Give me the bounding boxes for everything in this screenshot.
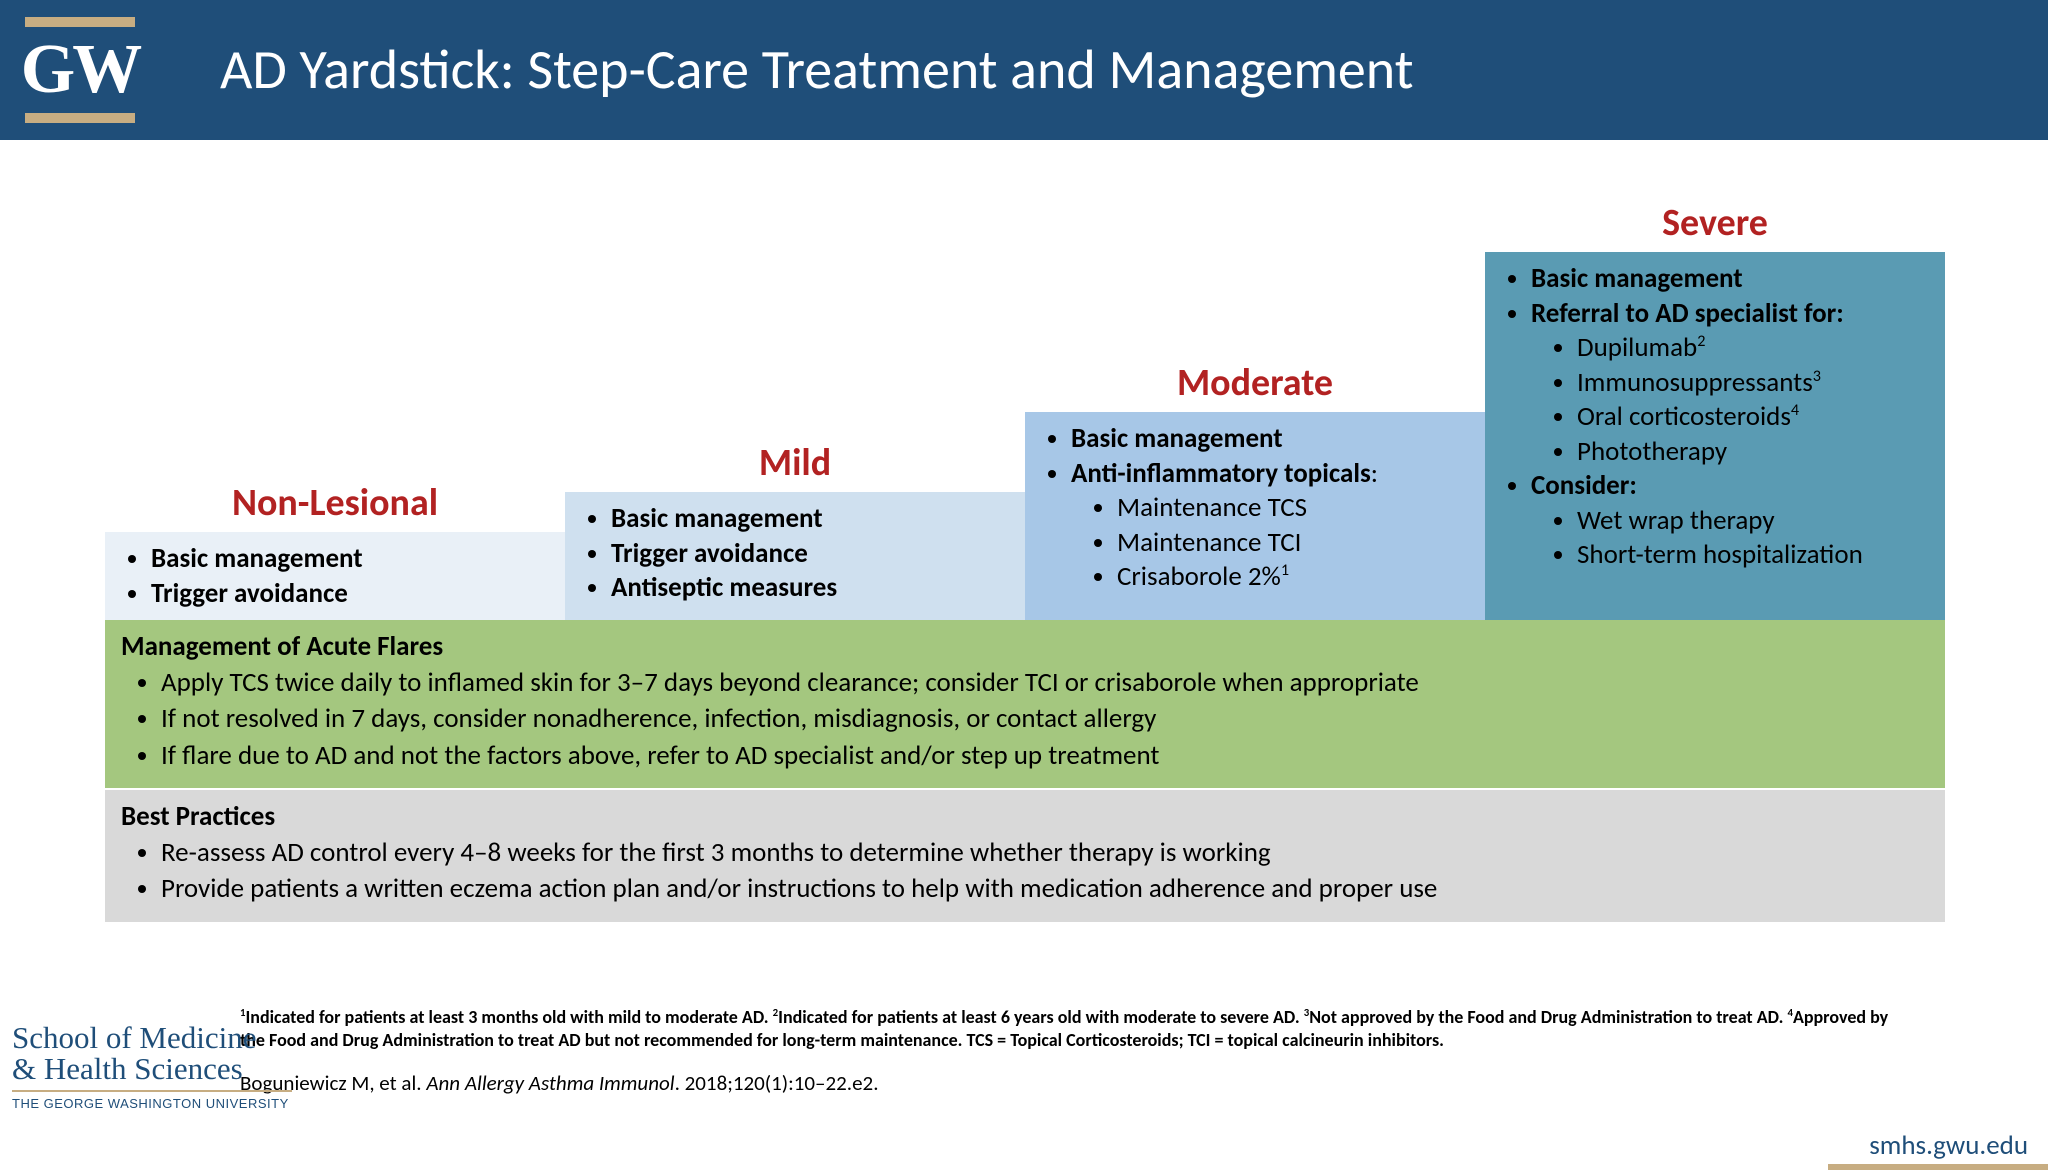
school-line3: THE GEORGE WASHINGTON UNIVERSITY xyxy=(12,1096,292,1111)
step-subitem: Crisaborole 2%1 xyxy=(1117,560,1467,595)
step-subitem: Oral corticosteroids4 xyxy=(1577,400,1927,435)
header-bar: GW AD Yardstick: Step-Care Treatment and… xyxy=(0,0,2048,140)
step-heading: Mild xyxy=(565,440,1025,486)
step-item: Basic management xyxy=(1531,262,1927,297)
step-item: Consider:Wet wrap therapyShort-term hosp… xyxy=(1531,469,1927,573)
footer-url-underline xyxy=(1828,1164,2048,1170)
step-3: Severe Basic managementReferral to AD spe… xyxy=(1485,200,1945,620)
band-item: If flare due to AD and not the factors a… xyxy=(161,738,1929,774)
footnotes: 1Indicated for patients at least 3 month… xyxy=(240,1006,1890,1053)
gw-logo: GW xyxy=(0,0,160,140)
logo-bottom-bar xyxy=(25,113,135,123)
citation-rest: . 2018;120(1):10–22.e2. xyxy=(675,1070,879,1096)
school-block: School of Medicine & Health Sciences THE… xyxy=(12,1022,292,1111)
step-subitem: Maintenance TCS xyxy=(1117,491,1467,526)
step-heading: Severe xyxy=(1485,200,1945,246)
step-box: Basic managementTrigger avoidance xyxy=(105,532,565,622)
step-subitem: Dupilumab2 xyxy=(1577,331,1927,366)
step-item: Anti-inflammatory topicals:Maintenance T… xyxy=(1071,457,1467,595)
step-subitem: Short-term hospitalization xyxy=(1577,538,1927,573)
step-subitem: Immunosuppressants3 xyxy=(1577,366,1927,401)
logo-top-bar xyxy=(25,17,135,27)
step-chart: Non-LesionalBasic managementTrigger avoi… xyxy=(105,140,1945,620)
band-item: If not resolved in 7 days, consider nona… xyxy=(161,701,1929,737)
band-title: Management of Acute Flares xyxy=(121,630,1929,663)
logo-text: GW xyxy=(21,27,139,113)
step-item: Referral to AD specialist for:Dupilumab2… xyxy=(1531,297,1927,470)
step-item: Trigger avoidance xyxy=(611,537,1007,572)
school-divider xyxy=(12,1090,292,1092)
step-1: Mild Basic managementTrigger avoidanceAnt… xyxy=(565,440,1025,620)
slide-title: AD Yardstick: Step-Care Treatment and Ma… xyxy=(220,36,1413,104)
step-heading: Non-Lesional xyxy=(105,480,565,526)
band-title: Best Practices xyxy=(121,800,1929,833)
citation-journal: Ann Allergy Asthma Immunol xyxy=(426,1070,674,1096)
acute-flares-box: Management of Acute FlaresApply TCS twic… xyxy=(105,620,1945,788)
school-line1: School of Medicine xyxy=(12,1022,292,1053)
band-item: Apply TCS twice daily to inflamed skin f… xyxy=(161,665,1929,701)
slide: GW AD Yardstick: Step-Care Treatment and… xyxy=(0,0,2048,1170)
footer-url: smhs.gwu.edu xyxy=(1869,1129,2028,1162)
step-item: Basic management xyxy=(151,542,547,577)
citation: Boguniewicz M, et al. Ann Allergy Asthma… xyxy=(240,1070,879,1096)
step-box: Basic managementAnti-inflammatory topica… xyxy=(1025,412,1485,622)
step-0: Non-Lesional Basic managementTrigger avoi… xyxy=(105,480,565,620)
best-practices-box: Best PracticesRe-assess AD control every… xyxy=(105,790,1945,922)
step-box: Basic managementTrigger avoidanceAntisep… xyxy=(565,492,1025,622)
step-box: Basic managementReferral to AD specialis… xyxy=(1485,252,1945,622)
step-item: Trigger avoidance xyxy=(151,577,547,612)
step-subitem: Phototherapy xyxy=(1577,435,1927,470)
band-item: Re-assess AD control every 4–8 weeks for… xyxy=(161,835,1929,871)
school-line2: & Health Sciences xyxy=(12,1053,292,1084)
step-2: Moderate Basic managementAnti-inflammator… xyxy=(1025,360,1485,620)
step-heading: Moderate xyxy=(1025,360,1485,406)
step-item: Basic management xyxy=(1071,422,1467,457)
step-subitem: Maintenance TCI xyxy=(1117,526,1467,561)
step-item: Antiseptic measures xyxy=(611,571,1007,606)
band-item: Provide patients a written eczema action… xyxy=(161,871,1929,907)
step-item: Basic management xyxy=(611,502,1007,537)
step-subitem: Wet wrap therapy xyxy=(1577,504,1927,539)
